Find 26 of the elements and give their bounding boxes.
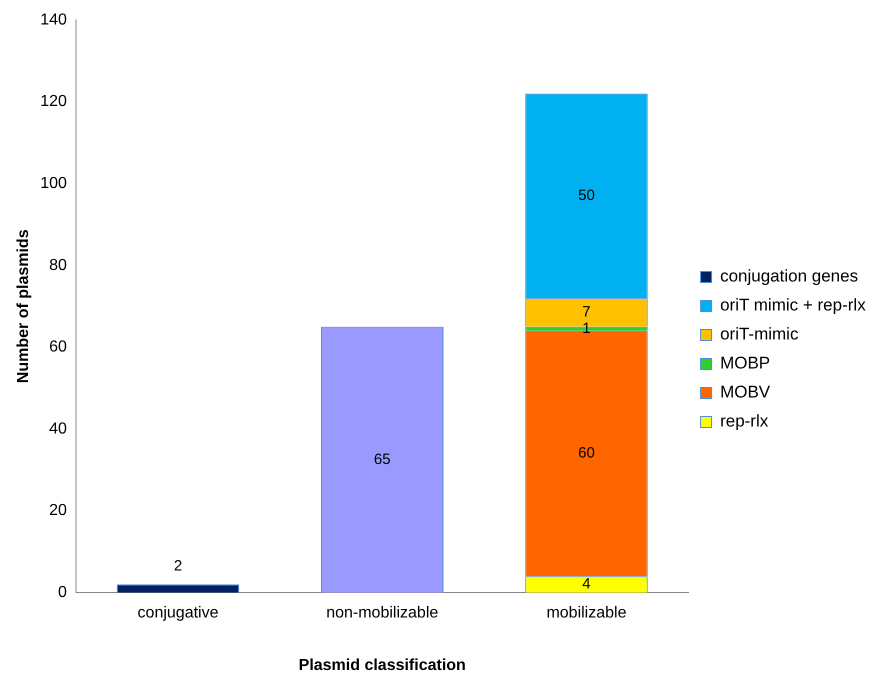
- y-tick-label: 100: [40, 175, 67, 192]
- y-tick-label: 140: [40, 11, 67, 28]
- legend-label: conjugation genes: [720, 266, 858, 286]
- x-axis-title: Plasmid classification: [298, 656, 466, 674]
- legend-label: MOBV: [720, 382, 771, 402]
- x-tick-label: conjugative: [138, 604, 219, 622]
- x-tick-label: mobilizable: [546, 604, 627, 622]
- y-tick-label: 80: [49, 256, 67, 274]
- data-label: 4: [582, 576, 591, 593]
- data-label: 7: [582, 304, 591, 321]
- y-tick-label: 0: [58, 584, 67, 602]
- y-tick-label: 20: [49, 502, 67, 520]
- y-tick-label: 40: [49, 420, 67, 438]
- legend-label: oriT mimic + rep-rlx: [720, 296, 866, 315]
- legend-label: oriT-mimic: [720, 324, 799, 344]
- y-axis-title: Number of plasmids: [15, 229, 32, 384]
- legend-label: rep-rlx: [720, 412, 769, 431]
- x-tick-label: non-mobilizable: [326, 604, 438, 622]
- data-label: 1: [582, 320, 591, 337]
- data-label: 65: [374, 450, 391, 468]
- legend-label: MOBP: [720, 354, 770, 373]
- data-label: 2: [174, 558, 182, 575]
- y-tick-label: 60: [49, 338, 67, 356]
- data-label: 60: [578, 444, 595, 462]
- data-label: 50: [578, 187, 595, 204]
- y-tick-label: 120: [40, 93, 67, 110]
